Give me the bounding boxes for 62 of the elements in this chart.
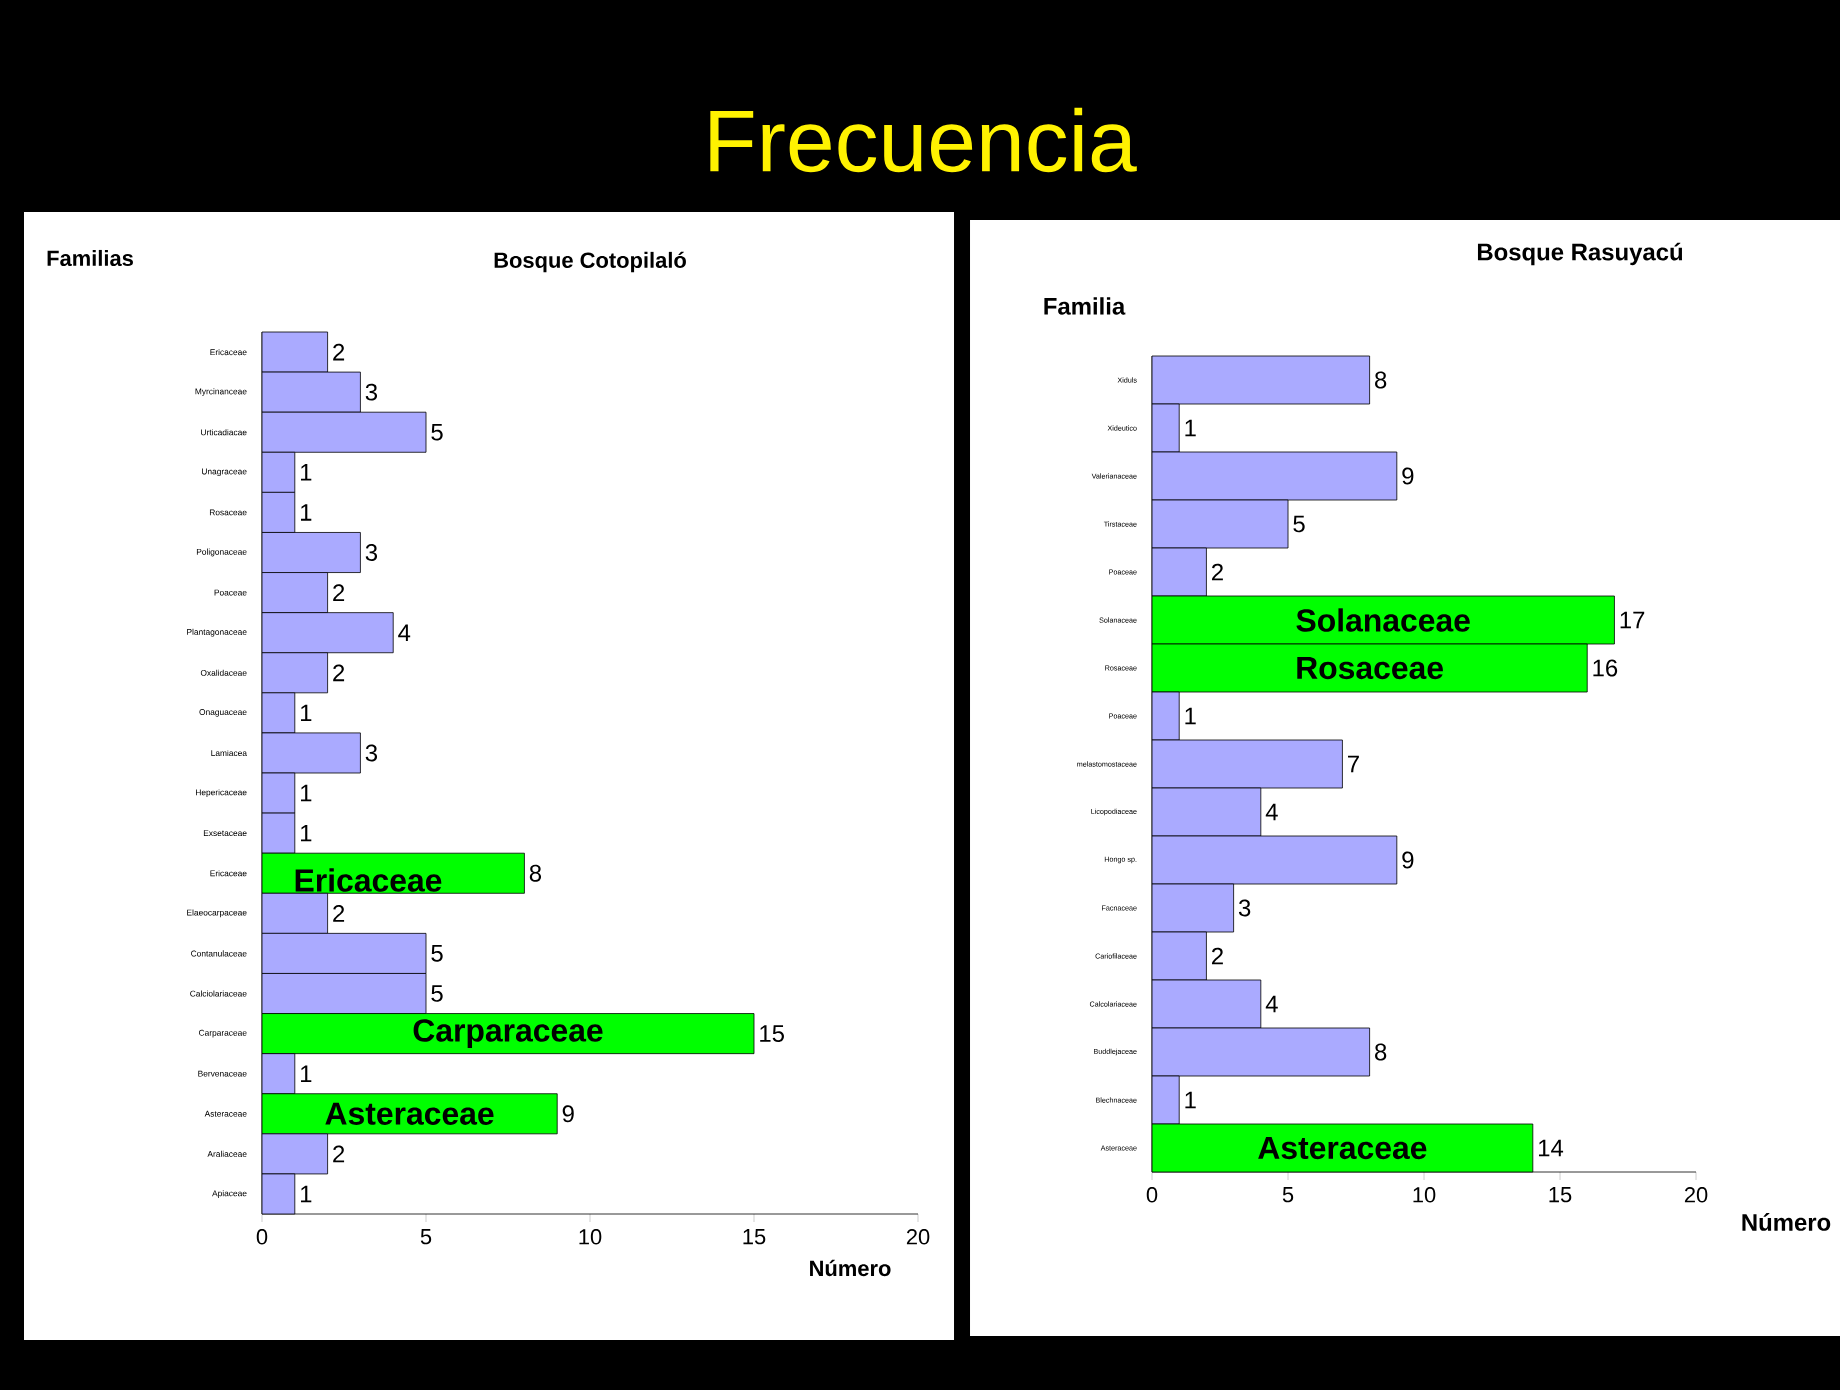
x-tick-label: 20 (906, 1229, 930, 1245)
data-label: 2 (1211, 563, 1223, 581)
data-label: 8 (1375, 371, 1387, 389)
chart-title: Bosque Rasuyacú (1477, 242, 1683, 266)
data-label: 15 (760, 1025, 784, 1042)
data-label: 14 (1539, 1139, 1564, 1157)
data-label: 1 (301, 824, 312, 842)
data-label: 1 (301, 704, 312, 722)
data-label: 9 (1402, 467, 1414, 485)
data-label: 7 (1348, 755, 1359, 773)
data-label: 1 (1185, 707, 1196, 725)
data-label: 16 (1593, 659, 1618, 677)
data-label: 1 (1185, 419, 1196, 437)
y-axis-title: Familias (47, 249, 133, 267)
data-label: 1 (301, 464, 312, 481)
data-label: 3 (365, 544, 378, 561)
data-label: 2 (333, 664, 345, 682)
y-axis-title: Familia (1044, 297, 1126, 315)
x-tick-label: 10 (579, 1229, 602, 1245)
chart-title: Bosque Cotopilaló (494, 251, 686, 273)
x-tick-label: 15 (743, 1229, 766, 1245)
data-label: 5 (431, 423, 443, 441)
x-tick-label: 10 (1413, 1187, 1436, 1203)
annotation: Ericaceae (295, 868, 442, 892)
annotation: Asteraceae (325, 1102, 494, 1125)
text: Frecuencia (710, 107, 1137, 173)
data-label: 1 (301, 1185, 312, 1203)
x-axis-title: Número (1742, 1213, 1831, 1231)
data-label: 4 (1265, 995, 1278, 1013)
annotation: Carparaceae (413, 1019, 603, 1049)
annotation: Asteraceae (1258, 1136, 1427, 1160)
data-label: 9 (1402, 851, 1414, 869)
x-tick-label: 0 (256, 1229, 268, 1245)
annotation: Rosaceae (1297, 656, 1443, 680)
data-label: 2 (333, 343, 345, 361)
data-label: 1 (301, 1065, 312, 1082)
x-tick-label: 5 (420, 1229, 432, 1245)
data-label: 2 (1211, 947, 1223, 965)
data-label: 4 (398, 624, 411, 641)
x-tick-label: 15 (1549, 1187, 1572, 1203)
data-label: 8 (529, 864, 542, 882)
data-label: 5 (1293, 515, 1305, 533)
data-label: 2 (333, 1145, 345, 1163)
x-axis-title: Número (810, 1259, 891, 1277)
data-label: 4 (1265, 803, 1278, 821)
data-label: 3 (365, 744, 378, 762)
annotation: Solanaceae (1296, 608, 1470, 632)
data-label: 2 (333, 584, 345, 601)
x-tick-label: 20 (1684, 1187, 1708, 1203)
x-tick-label: 5 (1282, 1187, 1294, 1203)
data-label: 8 (1375, 1043, 1387, 1061)
data-label: 1 (1185, 1091, 1196, 1109)
x-tick-label: 0 (1146, 1187, 1158, 1203)
data-label: 9 (562, 1105, 574, 1123)
data-label: 1 (301, 504, 312, 521)
data-label: 3 (365, 383, 378, 401)
data-label: 5 (431, 945, 443, 962)
data-label: 17 (1620, 611, 1645, 629)
data-label: 1 (301, 784, 312, 802)
data-label: 3 (1238, 899, 1251, 917)
data-label: 5 (431, 985, 443, 1002)
data-label: 2 (333, 904, 345, 922)
